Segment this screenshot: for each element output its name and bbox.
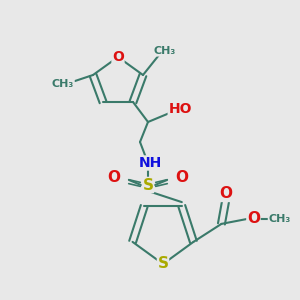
Text: CH₃: CH₃ (154, 46, 176, 56)
Text: O: O (219, 186, 232, 201)
Text: O: O (112, 50, 124, 64)
Text: S: S (158, 256, 169, 272)
Text: O: O (247, 212, 260, 226)
Text: NH: NH (138, 156, 162, 170)
Text: S: S (142, 178, 154, 193)
Text: O: O (107, 170, 121, 185)
Text: CH₃: CH₃ (268, 214, 291, 224)
Text: HO: HO (168, 102, 192, 116)
Text: CH₃: CH₃ (52, 79, 74, 89)
Text: O: O (176, 170, 188, 185)
